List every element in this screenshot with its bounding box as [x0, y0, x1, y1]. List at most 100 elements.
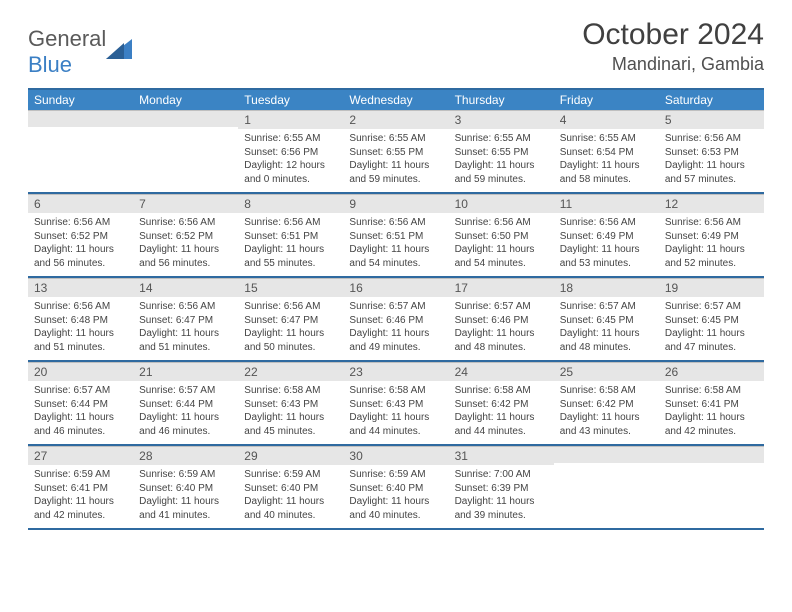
daylight-text: Daylight: 11 hours and 44 minutes.	[455, 411, 548, 438]
day-body: Sunrise: 6:55 AMSunset: 6:54 PMDaylight:…	[554, 129, 659, 192]
sunrise-text: Sunrise: 6:56 AM	[244, 300, 337, 314]
sunset-text: Sunset: 6:45 PM	[560, 314, 653, 328]
day-cell: 27Sunrise: 6:59 AMSunset: 6:41 PMDayligh…	[28, 446, 133, 528]
calendar-page: General Blue October 2024 Mandinari, Gam…	[0, 0, 792, 530]
daylight-text: Daylight: 11 hours and 46 minutes.	[139, 411, 232, 438]
day-number: 6	[28, 194, 133, 213]
day-cell: 7Sunrise: 6:56 AMSunset: 6:52 PMDaylight…	[133, 194, 238, 276]
sunset-text: Sunset: 6:48 PM	[34, 314, 127, 328]
daylight-text: Daylight: 11 hours and 39 minutes.	[455, 495, 548, 522]
day-number: 27	[28, 446, 133, 465]
day-header-row: Sunday Monday Tuesday Wednesday Thursday…	[28, 88, 764, 110]
day-body: Sunrise: 6:59 AMSunset: 6:40 PMDaylight:…	[343, 465, 448, 528]
day-body: Sunrise: 6:55 AMSunset: 6:56 PMDaylight:…	[238, 129, 343, 192]
sunrise-text: Sunrise: 6:56 AM	[139, 216, 232, 230]
sunset-text: Sunset: 6:47 PM	[139, 314, 232, 328]
daylight-text: Daylight: 11 hours and 50 minutes.	[244, 327, 337, 354]
daylight-text: Daylight: 11 hours and 58 minutes.	[560, 159, 653, 186]
day-number	[133, 110, 238, 127]
day-body: Sunrise: 6:56 AMSunset: 6:52 PMDaylight:…	[133, 213, 238, 276]
sunrise-text: Sunrise: 6:56 AM	[560, 216, 653, 230]
dayhead-tue: Tuesday	[238, 90, 343, 110]
day-cell: 21Sunrise: 6:57 AMSunset: 6:44 PMDayligh…	[133, 362, 238, 444]
sunrise-text: Sunrise: 6:56 AM	[349, 216, 442, 230]
day-body: Sunrise: 6:56 AMSunset: 6:48 PMDaylight:…	[28, 297, 133, 360]
day-number: 4	[554, 110, 659, 129]
day-number: 21	[133, 362, 238, 381]
day-number: 1	[238, 110, 343, 129]
daylight-text: Daylight: 11 hours and 54 minutes.	[455, 243, 548, 270]
logo-sail-icon	[106, 39, 132, 59]
sunset-text: Sunset: 6:55 PM	[455, 146, 548, 160]
day-number: 14	[133, 278, 238, 297]
day-number: 25	[554, 362, 659, 381]
sunset-text: Sunset: 6:42 PM	[560, 398, 653, 412]
day-cell: 11Sunrise: 6:56 AMSunset: 6:49 PMDayligh…	[554, 194, 659, 276]
day-cell	[133, 110, 238, 192]
daylight-text: Daylight: 12 hours and 0 minutes.	[244, 159, 337, 186]
day-body: Sunrise: 6:58 AMSunset: 6:43 PMDaylight:…	[238, 381, 343, 444]
sunrise-text: Sunrise: 6:56 AM	[139, 300, 232, 314]
dayhead-sun: Sunday	[28, 90, 133, 110]
logo-text: General Blue	[28, 26, 106, 78]
day-cell: 30Sunrise: 6:59 AMSunset: 6:40 PMDayligh…	[343, 446, 448, 528]
sunset-text: Sunset: 6:49 PM	[665, 230, 758, 244]
day-cell: 5Sunrise: 6:56 AMSunset: 6:53 PMDaylight…	[659, 110, 764, 192]
sunset-text: Sunset: 6:44 PM	[34, 398, 127, 412]
sunset-text: Sunset: 6:42 PM	[455, 398, 548, 412]
day-body: Sunrise: 6:56 AMSunset: 6:49 PMDaylight:…	[659, 213, 764, 276]
daylight-text: Daylight: 11 hours and 48 minutes.	[455, 327, 548, 354]
day-body: Sunrise: 6:58 AMSunset: 6:42 PMDaylight:…	[554, 381, 659, 444]
sunrise-text: Sunrise: 6:55 AM	[560, 132, 653, 146]
sunrise-text: Sunrise: 6:59 AM	[139, 468, 232, 482]
day-number: 16	[343, 278, 448, 297]
sunrise-text: Sunrise: 6:59 AM	[34, 468, 127, 482]
sunrise-text: Sunrise: 6:57 AM	[665, 300, 758, 314]
daylight-text: Daylight: 11 hours and 40 minutes.	[244, 495, 337, 522]
day-cell: 15Sunrise: 6:56 AMSunset: 6:47 PMDayligh…	[238, 278, 343, 360]
day-cell: 14 Sunrise: 6:56 AMSunset: 6:47 PMDayligh…	[133, 278, 238, 360]
sunrise-text: Sunrise: 6:57 AM	[560, 300, 653, 314]
header: General Blue October 2024 Mandinari, Gam…	[28, 18, 764, 78]
day-number: 17	[449, 278, 554, 297]
day-cell: 24Sunrise: 6:58 AMSunset: 6:42 PMDayligh…	[449, 362, 554, 444]
day-number: 20	[28, 362, 133, 381]
day-cell: 4Sunrise: 6:55 AMSunset: 6:54 PMDaylight…	[554, 110, 659, 192]
day-cell	[659, 446, 764, 528]
sunrise-text: Sunrise: 6:58 AM	[560, 384, 653, 398]
day-number: 23	[343, 362, 448, 381]
week-row: 20 Sunrise: 6:57 AM Sunset: 6:44 PM Dayligh…	[28, 362, 764, 446]
day-number: 2	[343, 110, 448, 129]
daylight-text: Daylight: 11 hours and 51 minutes.	[139, 327, 232, 354]
week-row: 27Sunrise: 6:59 AMSunset: 6:41 PMDayligh…	[28, 446, 764, 530]
day-number	[554, 446, 659, 463]
sunset-text: Sunset: 6:46 PM	[455, 314, 548, 328]
week-row: 6Sunrise: 6:56 AMSunset: 6:52 PMDaylight…	[28, 194, 764, 278]
sunrise-text: Sunrise: 6:57 AM	[455, 300, 548, 314]
daylight-text: Daylight: 11 hours and 40 minutes.	[349, 495, 442, 522]
daylight-text: Daylight: 11 hours and 52 minutes.	[665, 243, 758, 270]
sunrise-text: Sunrise: 6:56 AM	[34, 300, 127, 314]
sunrise-text: Sunrise: 6:56 AM	[665, 216, 758, 230]
day-number: 8	[238, 194, 343, 213]
day-cell: 16Sunrise: 6:57 AMSunset: 6:46 PMDayligh…	[343, 278, 448, 360]
day-cell: 8Sunrise: 6:56 AMSunset: 6:51 PMDaylight…	[238, 194, 343, 276]
dayhead-sat: Saturday	[659, 90, 764, 110]
day-cell: 3Sunrise: 6:55 AMSunset: 6:55 PMDaylight…	[449, 110, 554, 192]
dayhead-mon: Monday	[133, 90, 238, 110]
day-number: 18	[554, 278, 659, 297]
dayhead-fri: Friday	[554, 90, 659, 110]
day-number: 19	[659, 278, 764, 297]
sunrise-text: Sunrise: 6:59 AM	[244, 468, 337, 482]
day-body: Sunrise: 6:58 AMSunset: 6:43 PMDaylight:…	[343, 381, 448, 444]
sunrise-text: Sunrise: 6:57 AM	[139, 384, 232, 398]
day-body: Sunrise: 6:57 AMSunset: 6:45 PMDaylight:…	[659, 297, 764, 360]
sunset-text: Sunset: 6:46 PM	[349, 314, 442, 328]
daylight-text: Daylight: 11 hours and 56 minutes.	[34, 243, 127, 270]
sunset-text: Sunset: 6:53 PM	[665, 146, 758, 160]
sunset-text: Sunset: 6:40 PM	[349, 482, 442, 496]
sunset-text: Sunset: 6:45 PM	[665, 314, 758, 328]
logo-word-blue: Blue	[28, 52, 72, 77]
daylight-text: Daylight: 11 hours and 49 minutes.	[349, 327, 442, 354]
logo: General Blue	[28, 18, 132, 78]
